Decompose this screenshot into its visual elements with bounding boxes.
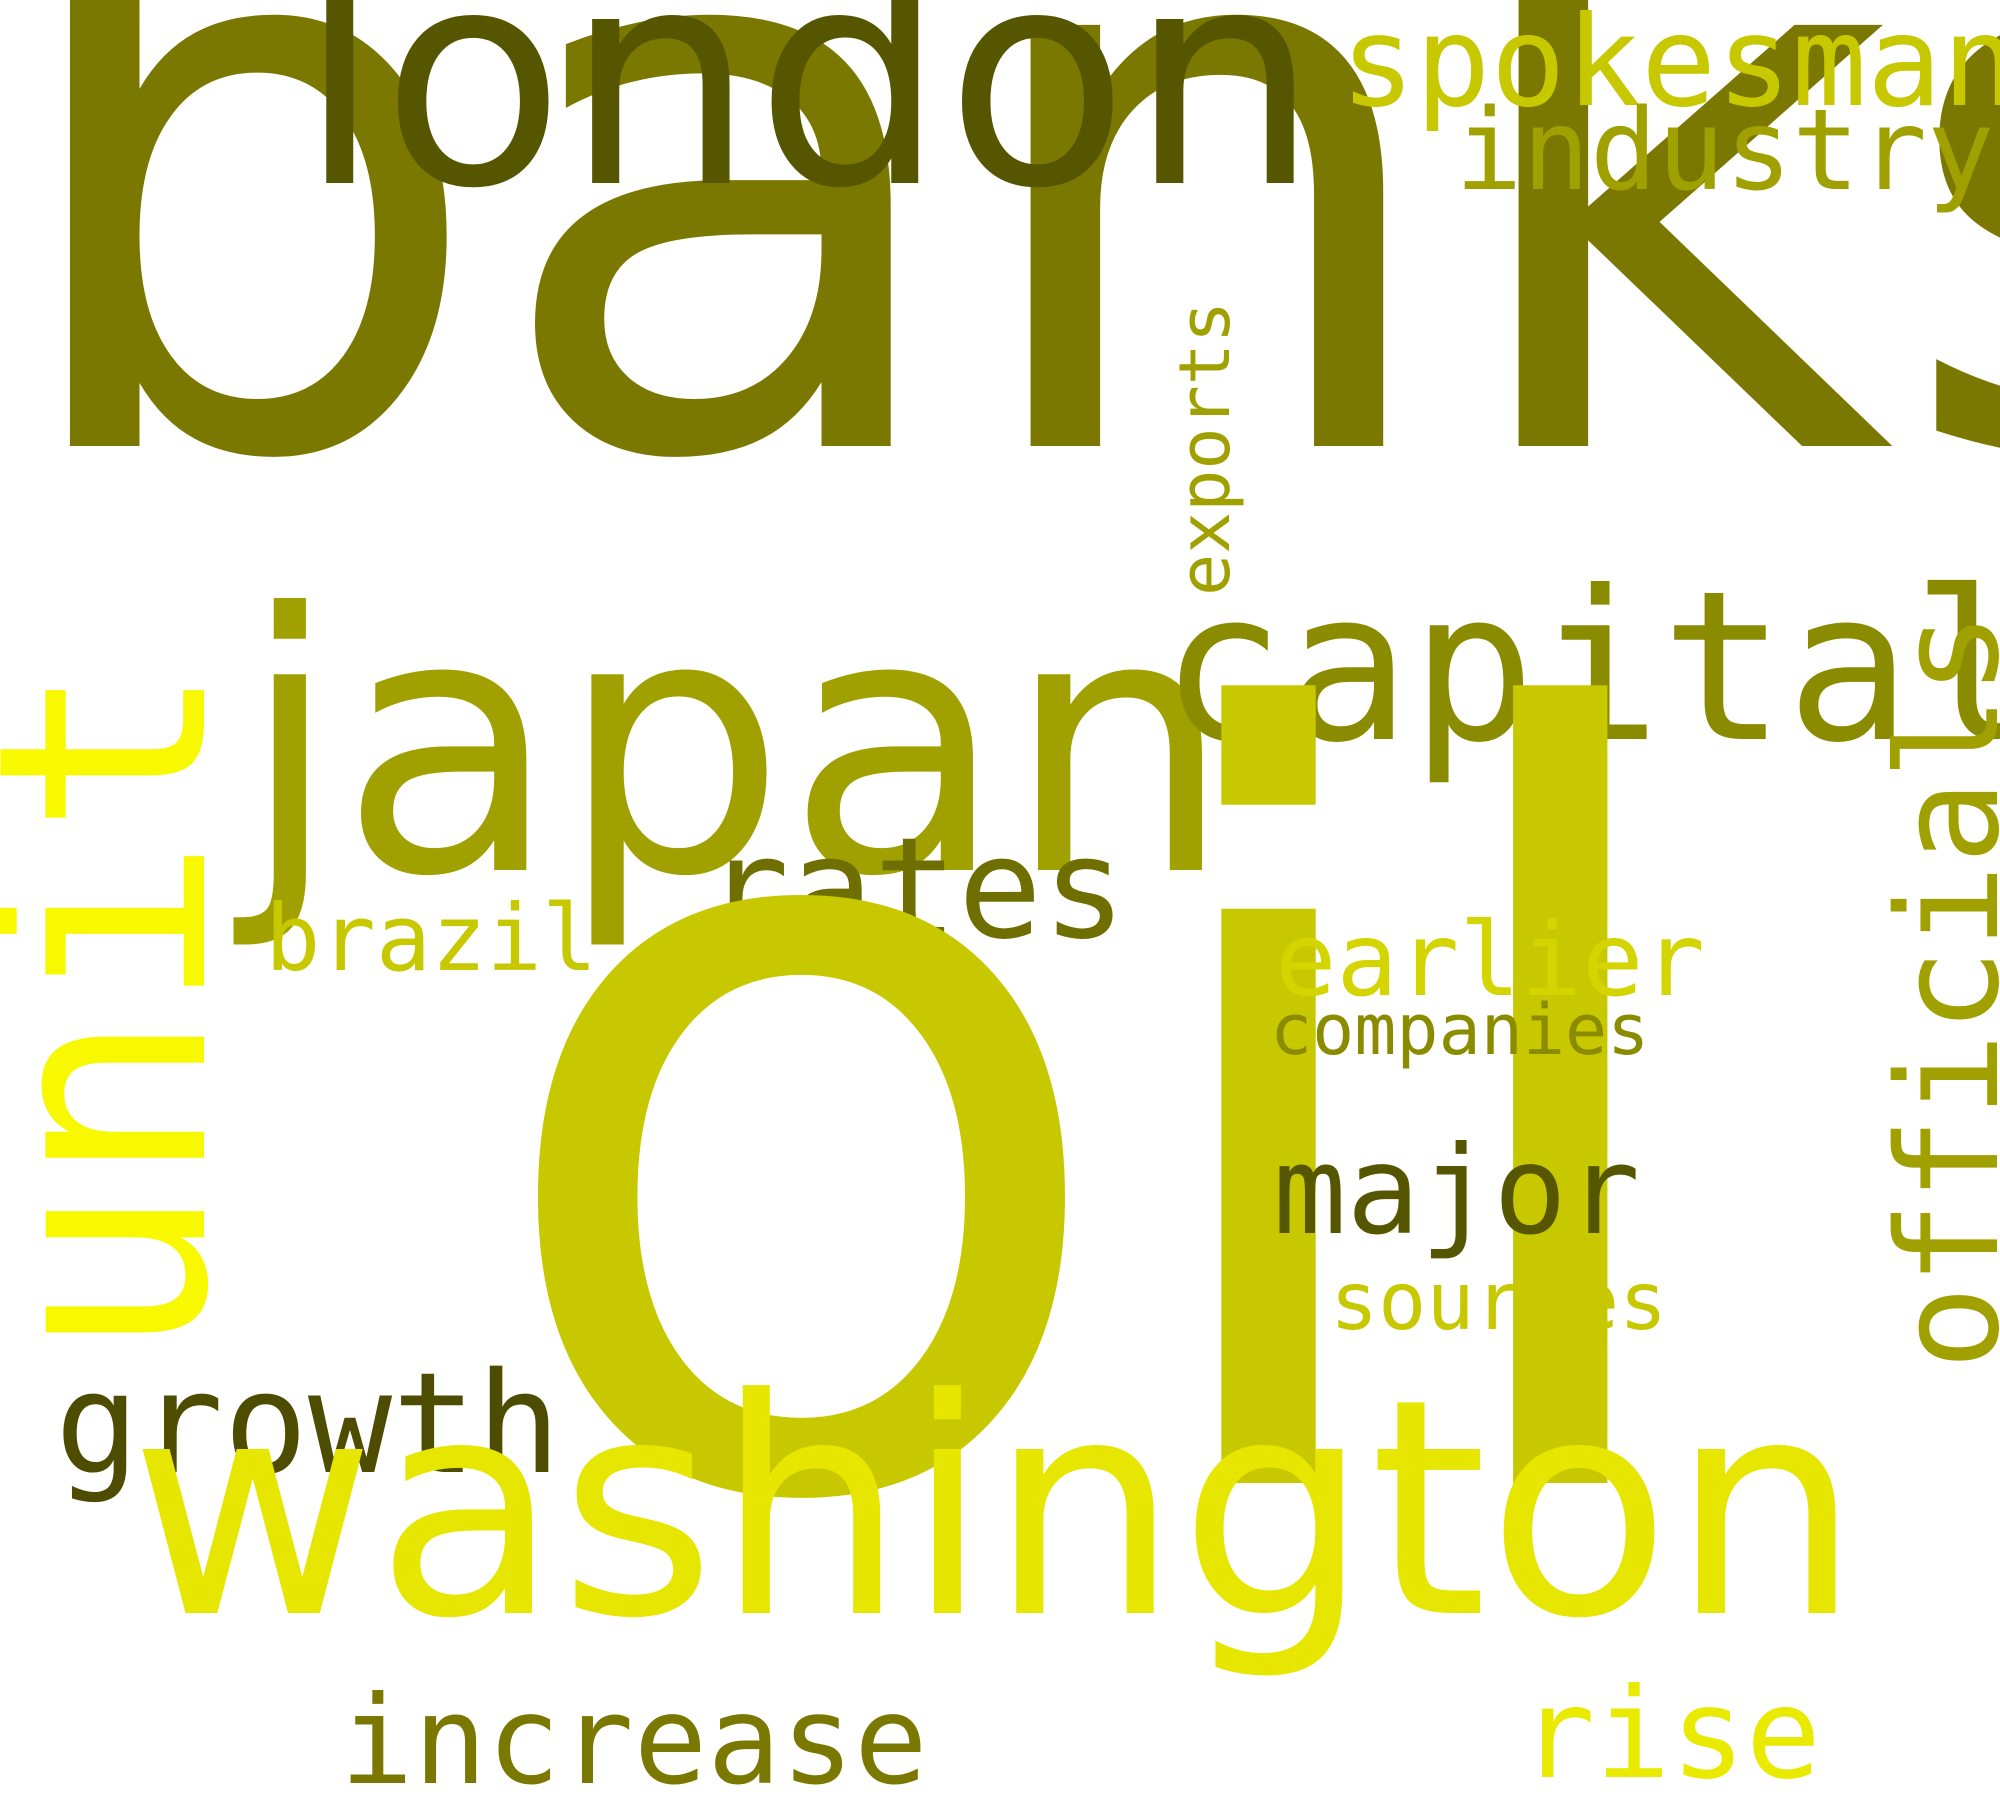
word-washington: washington <box>130 1335 1861 1684</box>
word-growth: growth <box>55 1343 561 1506</box>
word-capital: capital <box>1160 547 2000 789</box>
word-unit: unit <box>0 661 273 1360</box>
word-increase: increase <box>340 1670 928 1800</box>
word-officials: officials <box>1868 611 2000 1370</box>
word-major: major <box>1273 1120 1641 1262</box>
word-earlier: earlier <box>1275 901 1705 1020</box>
word-banks: banks <box>0 0 2000 628</box>
word-rates: rates <box>705 808 1127 971</box>
word-companies: companies <box>1270 989 1650 1071</box>
word-japan: japan <box>240 539 1233 955</box>
word-spokesman: spokesman <box>1340 0 2000 135</box>
word-london: london <box>298 0 1320 254</box>
word-brazil: brazil <box>265 885 598 992</box>
word-oil: oil <box>480 508 1706 1731</box>
word-industry: industry <box>1455 86 1995 216</box>
word-rise: rise <box>1520 1662 1822 1800</box>
word-sources: sources <box>1330 1255 1668 1348</box>
